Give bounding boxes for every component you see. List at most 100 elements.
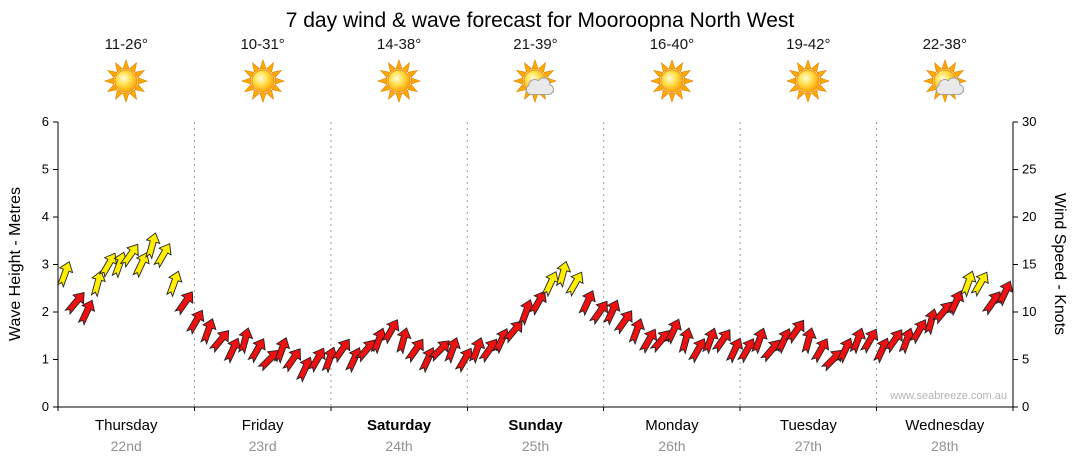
wave-height-tick-label: 4: [42, 209, 49, 224]
day-header-wednesday: 22-38°: [877, 36, 1013, 122]
day-label-monday: Monday 26th: [604, 417, 740, 454]
day-temperature-range: 10-31°: [240, 36, 285, 53]
right-axis-ticks: 0 5 10 15 20 25 30: [1013, 114, 1036, 414]
wind-arrow: [578, 290, 596, 317]
day-label-thursday: Thursday 22nd: [58, 417, 194, 454]
wind-arrow: [774, 328, 793, 355]
wind-arrow: [257, 349, 280, 372]
day-header-tuesday: 19-42°: [740, 36, 876, 122]
wind-arrow: [725, 337, 744, 364]
wind-arrow: [174, 291, 194, 316]
day-header-friday: 10-31°: [194, 36, 330, 122]
wind-arrow: [678, 327, 694, 355]
left-axis-ticks: 0 1 2 3 4 5 6: [42, 114, 58, 414]
wave-height-tick-label: 3: [42, 257, 49, 272]
wind-arrow: [396, 327, 412, 355]
day-label-wednesday: Wednesday 28th: [877, 417, 1013, 454]
day-temperature-range: 14-38°: [376, 36, 422, 53]
wind-speed-tick-label: 25: [1022, 162, 1036, 177]
wind-arrow: [946, 290, 965, 317]
day-temperature-range: 19-42°: [786, 36, 831, 53]
day-date: 23rd: [248, 438, 277, 454]
day-header-sunday: 21-39°: [467, 36, 603, 122]
wind-arrow: [208, 329, 230, 354]
wave-height-tick-label: 5: [42, 162, 49, 177]
wind-arrow: [588, 300, 608, 326]
day-date: 22nd: [110, 438, 142, 454]
day-temperature-range: 21-39°: [513, 36, 558, 53]
wind-arrow: [145, 232, 161, 260]
wind-arrow: [810, 338, 830, 364]
wind-arrow: [664, 318, 682, 345]
watermark: www.seabreeze.com.au: [889, 390, 1007, 402]
day-temperature-range: 16-40°: [649, 36, 695, 53]
wind-arrow: [702, 327, 719, 355]
wind-arrow: [785, 319, 805, 345]
wind-arrow: [247, 338, 266, 364]
wave-height-tick-label: 6: [42, 114, 49, 129]
axes: [57, 122, 1014, 411]
wind-arrow: [760, 339, 781, 363]
wind-arrow: [688, 338, 707, 364]
wind-arrow: [166, 270, 183, 298]
wind-arrow: [711, 329, 731, 354]
wind-arrow: [331, 338, 351, 364]
wind-arrow: [883, 329, 903, 354]
wind-arrow: [849, 327, 866, 355]
wind-arrow: [751, 327, 768, 355]
day-label-sunday: Sunday 25th: [467, 417, 603, 454]
wind-arrow: [502, 320, 523, 344]
day-date: 25th: [521, 438, 550, 454]
wind-arrow: [649, 329, 670, 354]
chart-title: 7 day wind & wave forecast for Mooroopna…: [285, 9, 795, 32]
wind-speed-tick-label: 20: [1022, 209, 1036, 224]
wind-arrow: [307, 347, 326, 374]
wind-arrow: [381, 319, 400, 345]
wind-arrow: [90, 270, 106, 298]
wind-arrow: [77, 299, 96, 326]
wind-arrow: [273, 337, 291, 365]
wind-arrow: [238, 327, 254, 355]
wind-arrow: [628, 318, 645, 346]
day-name: Friday: [241, 417, 284, 434]
wind-arrow: [98, 252, 117, 279]
wind-arrow: [970, 271, 989, 298]
day-label-tuesday: Tuesday 27th: [740, 417, 876, 454]
wind-speed-tick-label: 0: [1022, 399, 1029, 414]
wind-arrow: [960, 270, 977, 298]
day-label-saturday: Saturday 24th: [331, 417, 467, 454]
day-name: Wednesday: [905, 417, 985, 434]
wind-arrows: [56, 232, 1014, 383]
wind-arrow: [468, 337, 486, 365]
day-date: 27th: [794, 438, 822, 454]
wind-arrow: [153, 243, 172, 269]
day-date: 24th: [385, 438, 413, 454]
wind-arrow: [64, 291, 85, 316]
wind-arrow: [282, 348, 302, 373]
wind-arrow: [995, 280, 1014, 307]
wind-arrow: [528, 290, 547, 317]
wind-arrow: [859, 328, 879, 355]
day-name: Thursday: [94, 417, 158, 434]
day-name: Monday: [645, 417, 699, 434]
wind-arrow: [873, 337, 891, 364]
wind-arrow: [820, 349, 843, 372]
wind-arrow: [427, 340, 450, 363]
wind-arrow: [119, 243, 139, 269]
wind-speed-tick-label: 15: [1022, 257, 1036, 272]
wave-height-tick-label: 0: [42, 399, 49, 414]
wind-arrow: [404, 338, 424, 364]
day-temperature-range: 11-26°: [104, 36, 148, 53]
day-label-friday: Friday 23rd: [194, 417, 330, 454]
day-date: 26th: [658, 438, 686, 454]
day-header-thursday: 11-26°: [58, 36, 194, 122]
wind-arrow: [638, 328, 658, 355]
day-name: Saturday: [366, 417, 432, 434]
wind-arrow: [931, 301, 953, 325]
day-header-monday: 16-40°: [604, 36, 740, 122]
wind-arrow: [444, 337, 461, 365]
wave-height-tick-label: 2: [42, 304, 49, 319]
wind-arrow: [56, 261, 74, 289]
